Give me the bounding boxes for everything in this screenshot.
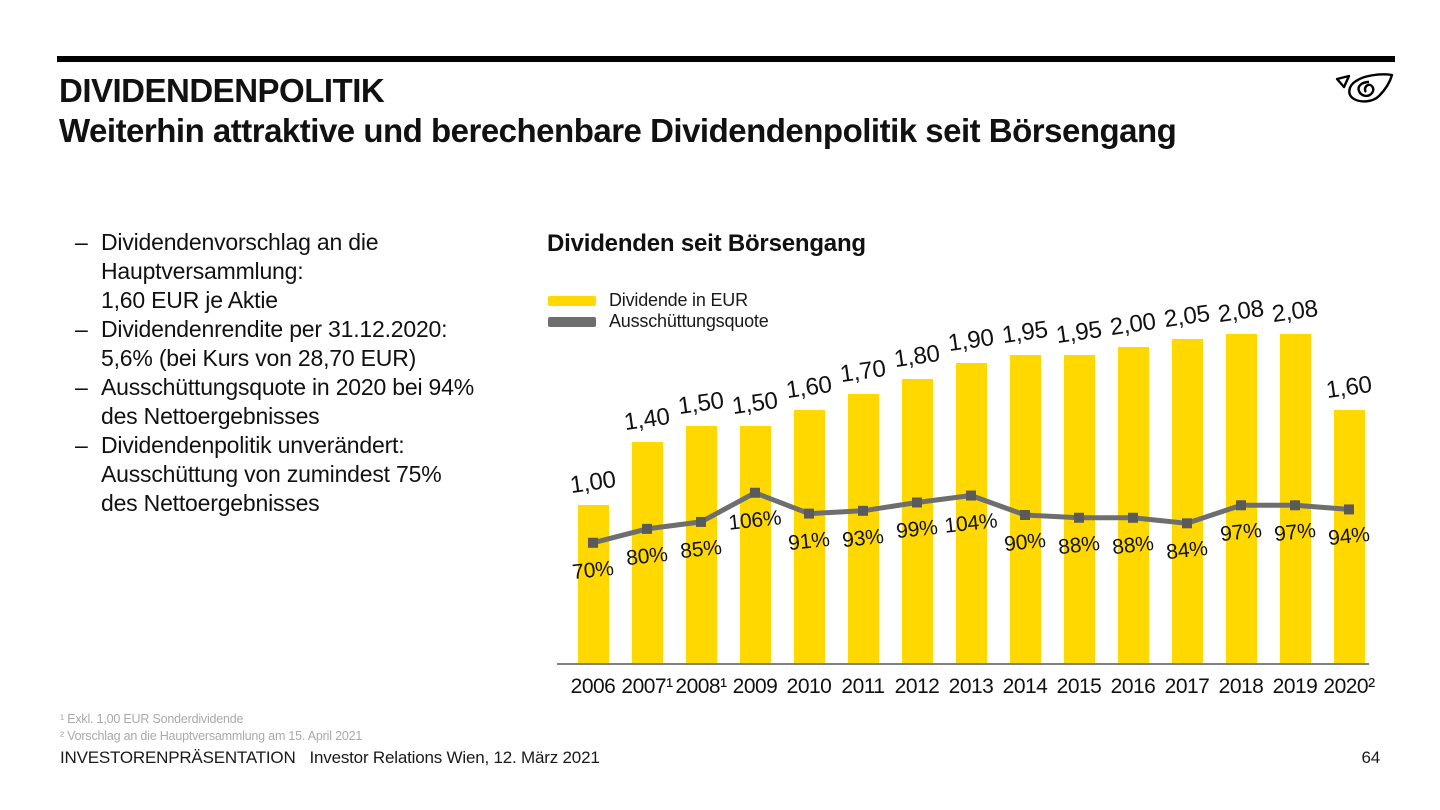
post-horn-logo-icon xyxy=(1335,73,1394,103)
bullet-dash: – xyxy=(75,229,88,255)
x-axis-label-2019: 2019 xyxy=(1272,675,1318,698)
line-marker-2006 xyxy=(588,537,598,548)
x-axis-label-2020: 2020² xyxy=(1323,675,1375,698)
x-axis-label-2016: 2016 xyxy=(1110,675,1156,698)
bar-2017 xyxy=(1171,339,1203,663)
bullet-item: – Dividendenvorschlag an die Hauptversam… xyxy=(75,228,535,315)
bullet-dash: – xyxy=(75,316,88,342)
bar-2018 xyxy=(1225,334,1257,663)
bullet-text: Dividendenrendite per 31.12.2020: 5,6% (… xyxy=(101,316,448,371)
legend-swatch-dividende xyxy=(548,295,596,306)
line-marker-2012 xyxy=(912,497,922,508)
line-marker-2009 xyxy=(750,487,760,498)
x-axis-label-2008: 2008¹ xyxy=(675,675,727,698)
bar-2019 xyxy=(1279,334,1311,663)
line-marker-2020 xyxy=(1344,504,1354,515)
footnote-1: ¹ Exkl. 1,00 EUR Sonderdividende xyxy=(60,712,244,726)
line-marker-2015 xyxy=(1074,512,1084,523)
payout-ratio-line xyxy=(588,487,1354,548)
x-axis-label-2018: 2018 xyxy=(1218,675,1264,698)
line-marker-2019 xyxy=(1290,500,1300,511)
footnotes: ¹ Exkl. 1,00 EUR Sonderdividende ² Vorsc… xyxy=(60,711,362,745)
bar-2015 xyxy=(1063,354,1095,663)
bar-2020 xyxy=(1333,410,1365,663)
x-axis-label-2010: 2010 xyxy=(786,675,832,698)
line-marker-2007 xyxy=(642,523,652,534)
x-axis-label-2012: 2012 xyxy=(894,675,940,698)
x-axis-label-2006: 2006 xyxy=(570,675,616,698)
legend-item-ausschuettungsquote: Ausschüttungsquote xyxy=(548,311,769,332)
bar-2011 xyxy=(847,394,879,663)
bullet-list: – Dividendenvorschlag an die Hauptversam… xyxy=(75,228,535,518)
bullet-text: Dividendenpolitik unverändert: Ausschütt… xyxy=(101,432,442,516)
line-marker-2017 xyxy=(1182,518,1192,529)
line-marker-2011 xyxy=(858,505,868,516)
chart-title: Dividenden seit Börsengang xyxy=(547,230,866,257)
bullet-dash: – xyxy=(75,374,88,400)
footer-date-label: Investor Relations Wien, 12. März 2021 xyxy=(309,748,600,767)
bar-2012 xyxy=(901,378,933,663)
x-axis-label-2014: 2014 xyxy=(1002,675,1048,698)
bar-2009 xyxy=(739,426,771,663)
bullet-dash: – xyxy=(75,432,88,458)
legend-label-dividende: Dividende in EUR xyxy=(609,290,748,310)
chart-legend: Dividende in EUR Ausschüttungsquote xyxy=(548,290,769,332)
bullet-text: Dividendenvorschlag an die Hauptversamml… xyxy=(101,229,379,313)
chart-plot: 1,00 2006 1,40 2007¹ 1,50 2008¹ 1,50 2009 1,60 20… xyxy=(557,295,1375,698)
slide-subtitle: Weiterhin attraktive und berechenbare Di… xyxy=(59,112,1177,149)
footnote-2: ² Vorschlag an die Hauptversammlung am 1… xyxy=(60,729,363,743)
bar-2008 xyxy=(685,426,717,663)
legend-label-ausschuettungsquote: Ausschüttungsquote xyxy=(609,311,769,331)
header-rule xyxy=(57,56,1395,62)
bar-2013 xyxy=(955,362,987,663)
bar-2010 xyxy=(793,410,825,663)
bullet-item: – Dividendenrendite per 31.12.2020: 5,6%… xyxy=(75,315,535,373)
page-number: 64 xyxy=(1361,748,1380,767)
x-axis-label-2013: 2013 xyxy=(948,675,994,698)
bar-2007 xyxy=(631,441,663,663)
x-axis-label-2011: 2011 xyxy=(841,675,885,698)
x-axis-line xyxy=(557,663,1369,665)
bullet-item: – Dividendenpolitik unverändert: Ausschü… xyxy=(75,431,535,518)
x-axis-label-2009: 2009 xyxy=(732,675,778,698)
line-marker-2013 xyxy=(966,490,976,501)
legend-item-dividende: Dividende in EUR xyxy=(548,290,769,311)
x-axis-label-2007: 2007¹ xyxy=(621,675,673,698)
legend-swatch-ausschuettungsquote xyxy=(548,316,596,327)
slide-title: DIVIDENDENPOLITIK xyxy=(59,72,385,109)
bar-2016 xyxy=(1117,347,1149,663)
footer: INVESTORENPRÄSENTATION Investor Relation… xyxy=(60,748,600,768)
footer-presentation-label: INVESTORENPRÄSENTATION xyxy=(60,748,296,767)
x-axis-label-2015: 2015 xyxy=(1056,675,1102,698)
line-marker-2010 xyxy=(804,508,814,519)
line-marker-2018 xyxy=(1236,500,1246,511)
bullet-item: – Ausschüttungsquote in 2020 bei 94% des… xyxy=(75,373,535,431)
bullet-text: Ausschüttungsquote in 2020 bei 94% des N… xyxy=(101,374,474,429)
bar-2006 xyxy=(577,505,609,663)
line-marker-2014 xyxy=(1020,509,1030,520)
x-axis-label-2017: 2017 xyxy=(1164,675,1210,698)
line-marker-2008 xyxy=(696,516,706,527)
line-marker-2016 xyxy=(1128,512,1138,523)
